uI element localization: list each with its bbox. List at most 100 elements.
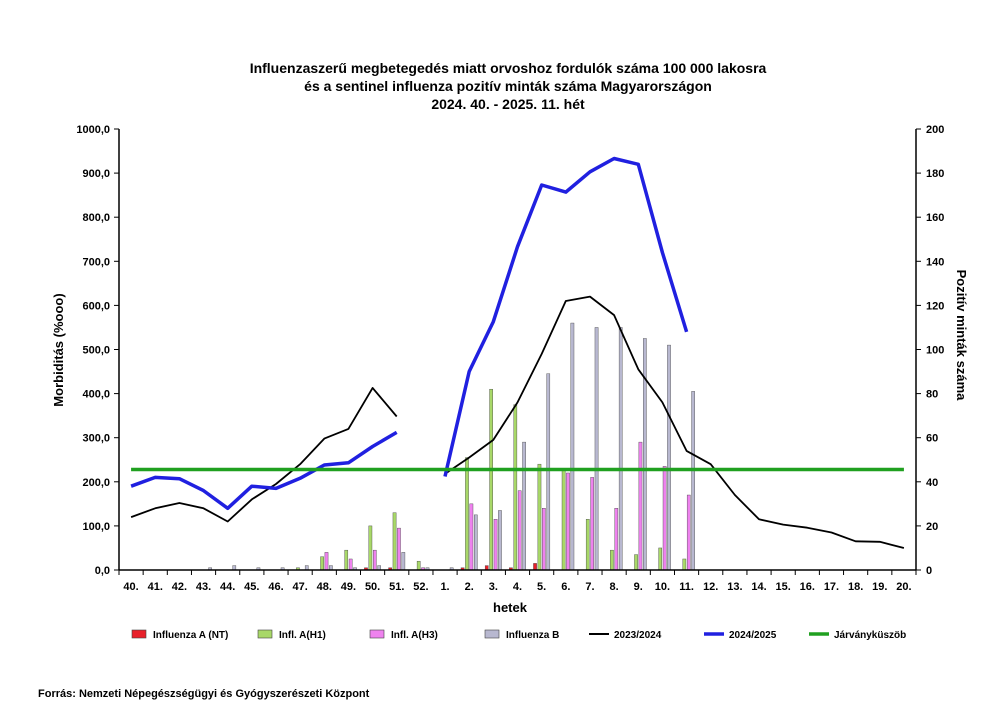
y2-tick-label: 140: [926, 256, 944, 268]
x-tick-label: 47.: [292, 581, 307, 593]
bar-h3-7: [590, 477, 594, 571]
x-tick-label: 3.: [489, 581, 498, 593]
bar-h1-6: [561, 470, 566, 571]
bar-h1-10: [658, 547, 663, 571]
bar-h3-49: [348, 558, 353, 571]
line-s2024-segment-1: [443, 156, 689, 477]
legend: Influenza A (NT) Infl. A(H1) Infl. A(H3) In…: [131, 629, 906, 641]
x-tick-label: 44.: [220, 581, 235, 593]
x-axis-label: hetek: [493, 600, 528, 615]
x-tick-label: 50.: [365, 581, 380, 593]
line-s2023-segment-0: [130, 386, 398, 523]
y-tick-label: 300,0: [82, 433, 110, 445]
y2-tick-label: 40: [926, 477, 938, 489]
x-tick-label: 8.: [610, 581, 619, 593]
y-tick-label: 200,0: [82, 477, 110, 489]
bar-flu_b-3: [498, 510, 502, 571]
x-tick-label: 4.: [513, 581, 522, 593]
legend-swatch-h1: [257, 629, 273, 639]
chart-title-line-3: 2024. 40. - 2025. 11. hét: [431, 96, 585, 112]
bar-h1-9: [634, 554, 638, 571]
x-tick-label: 52.: [413, 581, 428, 593]
bar-flu_b-10: [667, 344, 671, 571]
ticks-group: 0,0 100,0 200,0 300,0 400,0 500,0 600,0 700,0 80…: [76, 124, 944, 593]
bar-h1-11: [682, 558, 687, 571]
bar-flu_b-2: [473, 514, 478, 571]
x-tick-label: 19.: [872, 581, 887, 593]
y2-tick-label: 0: [926, 565, 932, 577]
x-tick-label: 51.: [389, 581, 404, 593]
y-tick-label: 0,0: [95, 565, 110, 577]
bar-h1-50: [368, 525, 373, 571]
line-series-group: [130, 156, 905, 549]
legend-label-threshold: Járványküszöb: [834, 630, 906, 641]
y-tick-label: 800,0: [82, 212, 110, 224]
x-tick-label: 9.: [634, 581, 643, 593]
chart-title: Influenzaszerű megbetegedés miatt orvosh…: [250, 60, 767, 112]
bar-h3-9: [638, 441, 643, 571]
bar-h3-6: [566, 472, 570, 571]
x-tick-label: 42.: [172, 581, 187, 593]
x-tick-label: 14.: [751, 581, 766, 593]
y2-tick-label: 200: [926, 124, 944, 136]
y2-tick-label: 160: [926, 212, 944, 224]
axes-group: [118, 129, 917, 571]
y-tick-label: 900,0: [82, 168, 110, 180]
y2-tick-label: 80: [926, 389, 938, 401]
y-tick-label: 400,0: [82, 389, 110, 401]
bar-h1-2: [465, 457, 469, 571]
bar-flu_b-6: [570, 322, 575, 571]
legend-label-h1: Infl. A(H1): [279, 630, 326, 641]
line-s2023-segment-1: [444, 295, 905, 549]
bar-h1-52: [416, 560, 421, 571]
bar-h3-50: [372, 549, 377, 571]
x-tick-label: 20.: [896, 581, 911, 593]
y2-tick-label: 120: [926, 300, 944, 312]
bar-h1-49: [344, 549, 349, 571]
y2-tick-label: 60: [926, 433, 938, 445]
x-tick-label: 16.: [800, 581, 815, 593]
bar-h1-7: [585, 519, 590, 571]
x-tick-label: 6.: [561, 581, 570, 593]
bar-h3-3: [493, 519, 498, 571]
y-tick-label: 1000,0: [76, 124, 110, 136]
bar-h3-4: [517, 490, 522, 571]
chart-title-line-2: és a sentinel influenza pozitív minták s…: [304, 78, 712, 94]
legend-swatch-flu_a_nt: [131, 629, 147, 639]
y2-tick-label: 20: [926, 521, 938, 533]
legend-label-s2024: 2024/2025: [729, 630, 777, 641]
bar-h3-10: [662, 466, 667, 571]
x-tick-label: 48.: [317, 581, 332, 593]
x-tick-label: 43.: [196, 581, 211, 593]
x-tick-label: 12.: [703, 581, 718, 593]
bar-flu_b-5: [546, 373, 551, 571]
x-tick-label: 10.: [655, 581, 670, 593]
legend-swatch-h3: [369, 629, 385, 639]
x-tick-label: 41.: [148, 581, 163, 593]
y-axis-label: Morbiditás (%ooo): [51, 293, 66, 406]
x-tick-label: 2.: [465, 581, 474, 593]
x-tick-label: 7.: [585, 581, 594, 593]
x-tick-label: 49.: [341, 581, 356, 593]
bar-h3-2: [469, 503, 474, 571]
bar-flu_a_nt-5: [533, 563, 537, 571]
bar-h3-11: [686, 494, 691, 571]
bar-flu_b-11: [691, 391, 695, 571]
bar-h1-5: [537, 463, 542, 571]
bar-h1-3: [489, 388, 493, 571]
x-tick-label: 13.: [727, 581, 742, 593]
line-s2024-segment-0: [130, 430, 398, 511]
x-tick-label: 18.: [848, 581, 863, 593]
y2-tick-label: 100: [926, 345, 944, 357]
y-tick-label: 100,0: [82, 521, 110, 533]
y-tick-label: 500,0: [82, 345, 110, 357]
legend-swatch-flu_b: [484, 629, 500, 639]
bar-flu_b-51: [401, 552, 406, 571]
legend-label-s2023: 2023/2024: [614, 630, 662, 641]
bar-h1-4: [513, 404, 518, 571]
legend-label-flu_a_nt: Influenza A (NT): [153, 630, 228, 641]
legend-label-flu_b: Influenza B: [506, 630, 559, 641]
source-note: Forrás: Nemzeti Népegészségügyi és Gyógy…: [38, 688, 370, 700]
y-tick-label: 600,0: [82, 300, 110, 312]
